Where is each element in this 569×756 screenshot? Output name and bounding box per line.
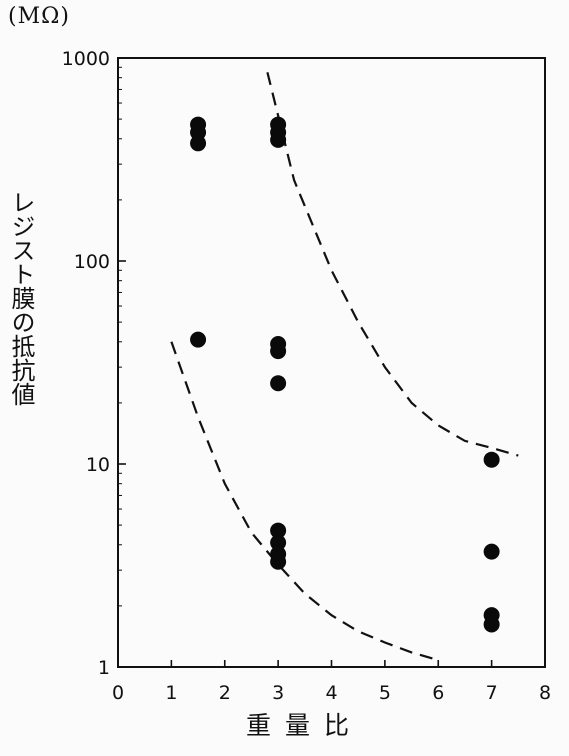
x-axis-label: 重量比 (246, 711, 364, 740)
data-point (483, 451, 500, 468)
y-axis-unit: (MΩ) (8, 4, 70, 29)
y-tick-label: 100 (74, 251, 110, 273)
x-tick-label: 1 (165, 682, 177, 704)
x-tick-label: 4 (325, 682, 337, 704)
data-point (270, 553, 287, 570)
data-point (270, 375, 287, 392)
x-tick-label: 6 (432, 682, 444, 704)
x-tick-label: 5 (379, 682, 391, 704)
data-point (270, 522, 287, 539)
plot-frame (117, 57, 546, 668)
data-point (190, 331, 207, 348)
y-tick-label: 1 (98, 657, 110, 679)
x-tick-label: 2 (219, 682, 231, 704)
data-point (270, 343, 287, 360)
data-point (270, 131, 287, 148)
x-tick-label: 7 (486, 682, 498, 704)
lower-dashed-curve (170, 341, 434, 660)
y-tick-label: 1000 (62, 48, 110, 70)
data-point (483, 543, 500, 560)
data-point (483, 616, 500, 633)
x-tick-label: 8 (539, 682, 551, 704)
x-tick-label: 3 (272, 682, 284, 704)
x-tick-label: 0 (112, 682, 124, 704)
upper-dashed-curve (266, 72, 519, 457)
y-tick-label: 10 (86, 454, 110, 476)
data-point (270, 534, 287, 551)
data-point (190, 135, 207, 152)
y-axis-label: レジスト膜の抵抗値 (7, 190, 35, 406)
